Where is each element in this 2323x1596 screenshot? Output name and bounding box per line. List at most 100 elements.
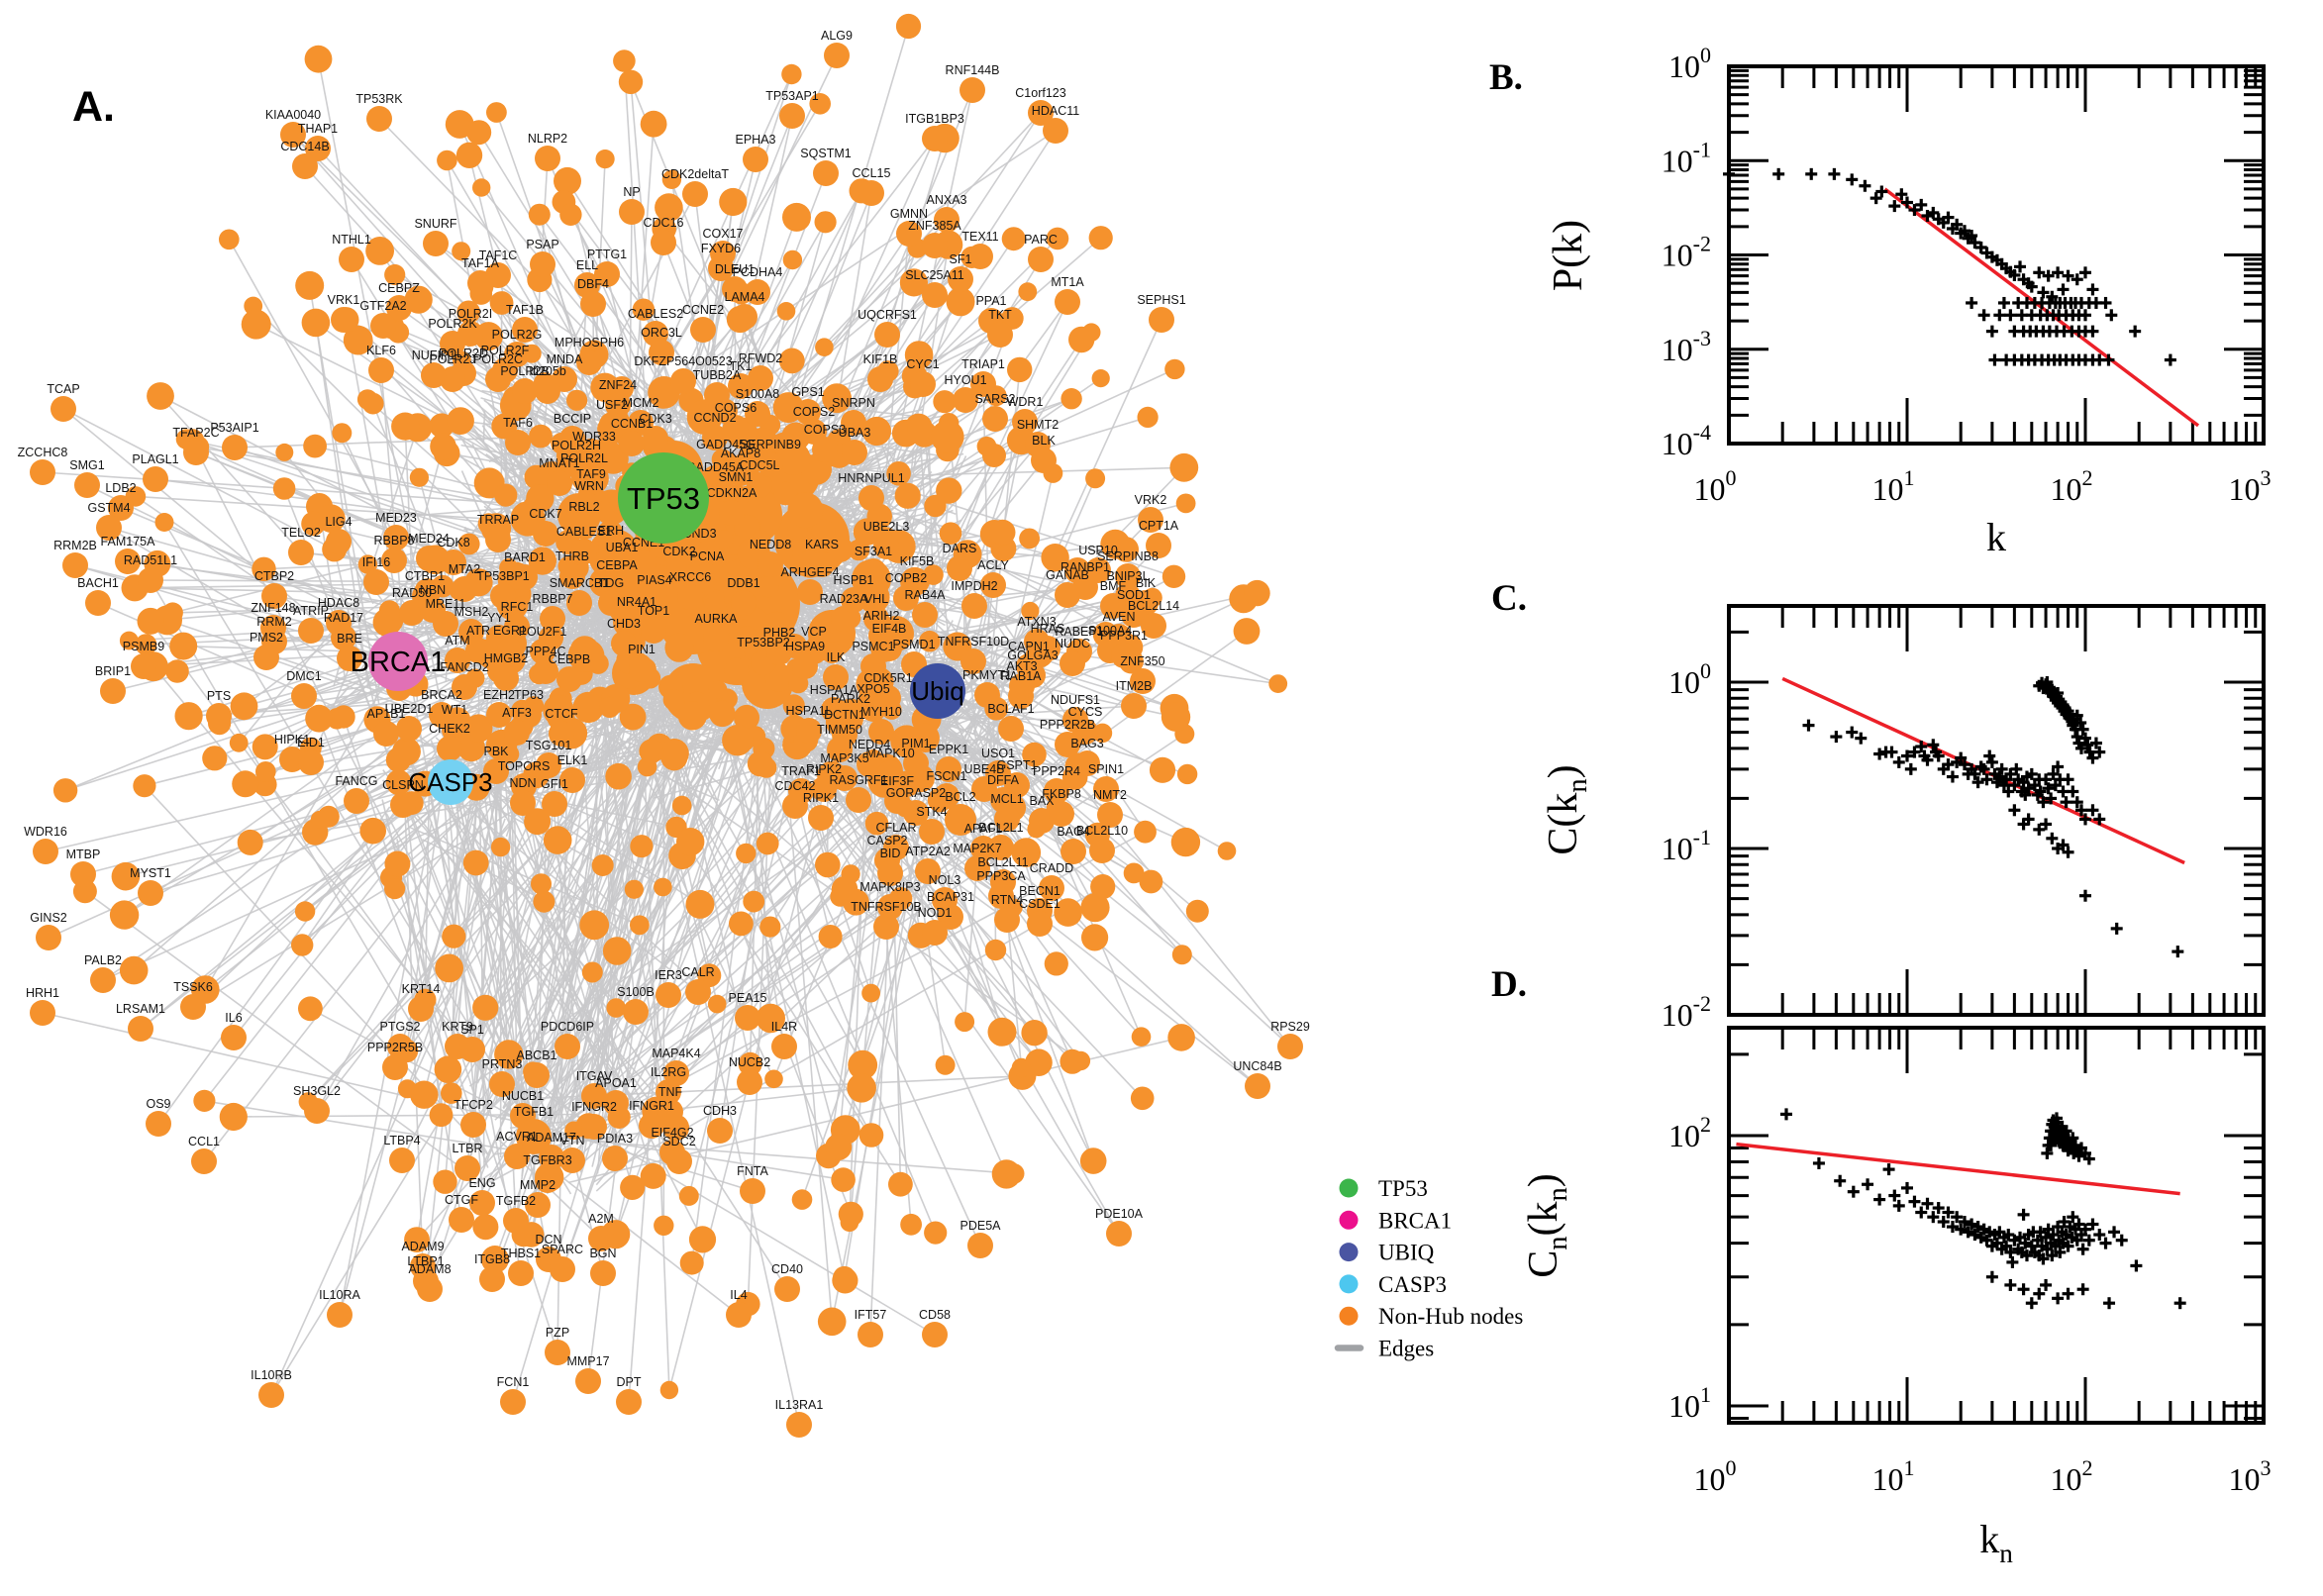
network-node [479,1266,505,1292]
network-node-label: TSG101 [526,739,572,752]
network-node-label: GFI1 [541,777,568,791]
network-node [858,1322,883,1347]
network-node [602,1146,628,1171]
network-node [421,362,447,388]
network-node-label: MAP3K5 [820,751,868,765]
network-node-label: EID1 [297,736,325,749]
network-node [423,231,449,256]
network-node-label: ATF3 [502,706,532,720]
network-node-label: MED23 [375,511,417,525]
network-node-label: LAMA4 [725,290,765,304]
network-node [547,470,572,496]
network-node [504,1144,530,1169]
network-node-label: MAPK10 [865,747,914,760]
network-node [813,160,839,186]
network-node [873,534,899,559]
network-node-label: RAD17 [324,611,363,625]
network-node-label: Ifi205b [529,364,566,378]
network-node [682,181,708,207]
network-node-label: TP53AP1 [765,89,819,103]
network-node-label: CDK5R1 [863,671,912,685]
network-node [703,626,729,651]
network-node-label: IER3 [655,968,682,982]
network-node [1149,307,1174,333]
network-node [745,279,770,305]
network-node-label: ZCCHC8 [18,446,68,459]
network-node-label: IFT57 [855,1308,887,1322]
legend-swatch-tp53 [1339,1178,1359,1198]
tick-label: 102 [2051,465,2093,507]
network-node [1111,643,1137,668]
network-node [556,666,582,692]
network-node [857,751,882,777]
network-node [459,1037,485,1062]
network-node-label: BCLAF1 [987,702,1034,716]
network-node [566,590,592,616]
network-node-label: PPP3CA [976,869,1026,883]
tick-label: 100 [1668,43,1711,84]
network-node-label: RAB4A [905,588,947,602]
network-node-label: CPT1A [1139,519,1179,533]
network-node-label: CDK2deltaT [661,167,729,181]
network-node [1055,732,1080,757]
network-node [846,787,871,813]
network-node [745,401,770,427]
network-node [138,567,163,593]
network-node-label: CDC42 [775,779,816,793]
network-node-label: PDCD6IP [541,1020,594,1034]
network-node-label: MMP2 [520,1178,556,1192]
network-node-label: VRK1 [328,293,360,307]
network-node-label: VCP [801,625,827,639]
network-node-label: TKT [988,308,1012,322]
network-node-label: LIG4 [325,515,352,529]
network-node-label: FAM175A [101,535,156,549]
network-node-label: TNFRSF10B [851,900,922,914]
network-node [651,230,676,255]
network-node-label: TUBB2A [693,368,742,382]
network-node [666,1148,692,1174]
network-node-label: PZP [546,1326,569,1340]
network-node-label: FCN1 [497,1375,530,1389]
network-node-label: PCNA [690,549,725,563]
network-node [690,317,716,343]
network-node-label: RFWD2 [739,351,782,365]
network-node [598,590,624,616]
network-node [559,426,585,451]
scatter-points [1802,676,2184,958]
network-node [740,1178,765,1204]
network-node-label: TNF [658,1085,683,1099]
network-node-label: UBE4B [964,762,1005,776]
network-node [1012,409,1038,435]
network-node [337,646,362,671]
network-node [183,440,209,465]
network-node [512,378,538,404]
network-node [344,788,369,814]
network-node-label: MED24 [408,532,450,546]
network-node-label: ATXN3 [1017,615,1056,629]
network-node-label: HMGB2 [484,651,529,665]
network-node-label: NUCB1 [502,1089,544,1103]
network-node-label: POLR2L [560,451,608,465]
network-node [808,805,834,831]
network-node [292,153,318,179]
network-node-label: DCTN1 [824,708,865,722]
network-node [467,270,493,296]
network-node-label: CD58 [919,1308,951,1322]
legend-label: TP53 [1378,1176,1428,1201]
network-node-label: RNF144B [946,63,1000,77]
network-node-label: FKBP8 [1042,787,1081,801]
network-node [90,967,116,993]
legend-label: UBIQ [1378,1241,1435,1265]
network-node-label: POU2F1 [519,625,567,639]
network-node-label: ARHGEF4 [780,565,839,579]
tick-label: 102 [1668,1112,1711,1153]
network-node-label: A2M [588,1212,614,1226]
network-node-label: BLK [1032,434,1056,448]
hub-node-brca1 [368,632,428,691]
network-node-label: RFC1 [501,600,534,614]
hub-node-tp53 [618,452,709,544]
network-node-label: CTBP2 [254,569,294,583]
network-node [545,1340,570,1365]
axis-label: Cn​(kn​) [1521,1173,1573,1278]
network-node-label: DPT [617,1375,642,1389]
